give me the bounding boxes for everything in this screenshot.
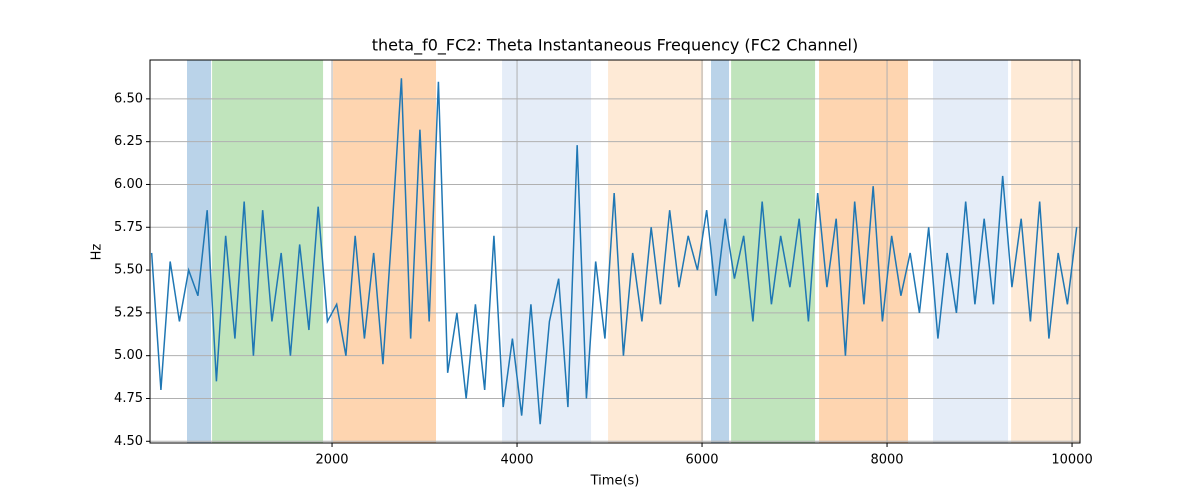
x-axis-label: Time(s)	[590, 474, 640, 489]
x-tick-label: 2000	[315, 453, 348, 468]
x-tick-label: 6000	[685, 453, 718, 468]
y-tick-label: 6.25	[114, 134, 143, 149]
y-tick-label: 4.75	[114, 391, 143, 406]
plot-frame	[149, 59, 1081, 444]
x-tick-label: 10000	[1051, 453, 1092, 468]
y-tick-label: 5.75	[114, 220, 143, 235]
shaded-span	[1011, 60, 1080, 443]
y-tick-label: 4.50	[114, 434, 143, 449]
shaded-span	[502, 60, 592, 443]
shaded-span	[819, 60, 909, 443]
shaded-span	[212, 60, 324, 443]
y-axis-label: Hz	[90, 244, 105, 261]
shaded-span	[187, 60, 212, 443]
y-tick-label: 5.00	[114, 348, 143, 363]
y-tick-label: 6.00	[114, 177, 143, 192]
x-tick-label: 4000	[500, 453, 533, 468]
chart-title: theta_f0_FC2: Theta Instantaneous Freque…	[372, 36, 858, 56]
y-tick-label: 5.50	[114, 263, 143, 278]
y-tick-label: 5.25	[114, 305, 143, 320]
data-line	[150, 78, 1078, 425]
x-tick-label: 8000	[870, 453, 903, 468]
shaded-span	[333, 60, 437, 443]
y-tick-label: 6.50	[114, 91, 143, 106]
shaded-span	[608, 60, 704, 443]
shaded-span	[711, 60, 730, 443]
